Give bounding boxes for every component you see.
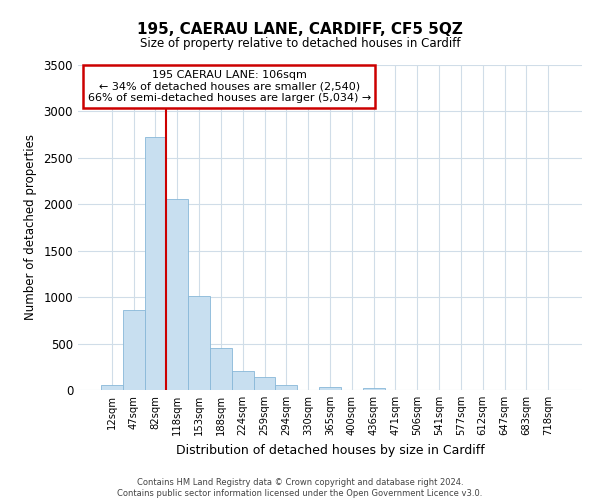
- Text: Contains HM Land Registry data © Crown copyright and database right 2024.
Contai: Contains HM Land Registry data © Crown c…: [118, 478, 482, 498]
- Bar: [123, 310, 145, 390]
- Bar: [254, 376, 275, 390]
- Bar: [319, 387, 341, 390]
- Bar: [210, 348, 232, 390]
- Text: 195, CAERAU LANE, CARDIFF, CF5 5QZ: 195, CAERAU LANE, CARDIFF, CF5 5QZ: [137, 22, 463, 38]
- Bar: [145, 136, 166, 390]
- Bar: [275, 385, 297, 390]
- Bar: [232, 370, 254, 390]
- Bar: [363, 388, 385, 390]
- X-axis label: Distribution of detached houses by size in Cardiff: Distribution of detached houses by size …: [176, 444, 484, 456]
- Text: Size of property relative to detached houses in Cardiff: Size of property relative to detached ho…: [140, 38, 460, 51]
- Text: 195 CAERAU LANE: 106sqm
← 34% of detached houses are smaller (2,540)
66% of semi: 195 CAERAU LANE: 106sqm ← 34% of detache…: [88, 70, 371, 103]
- Bar: [166, 198, 188, 390]
- Bar: [101, 385, 123, 390]
- Y-axis label: Number of detached properties: Number of detached properties: [23, 134, 37, 320]
- Bar: [188, 296, 210, 390]
